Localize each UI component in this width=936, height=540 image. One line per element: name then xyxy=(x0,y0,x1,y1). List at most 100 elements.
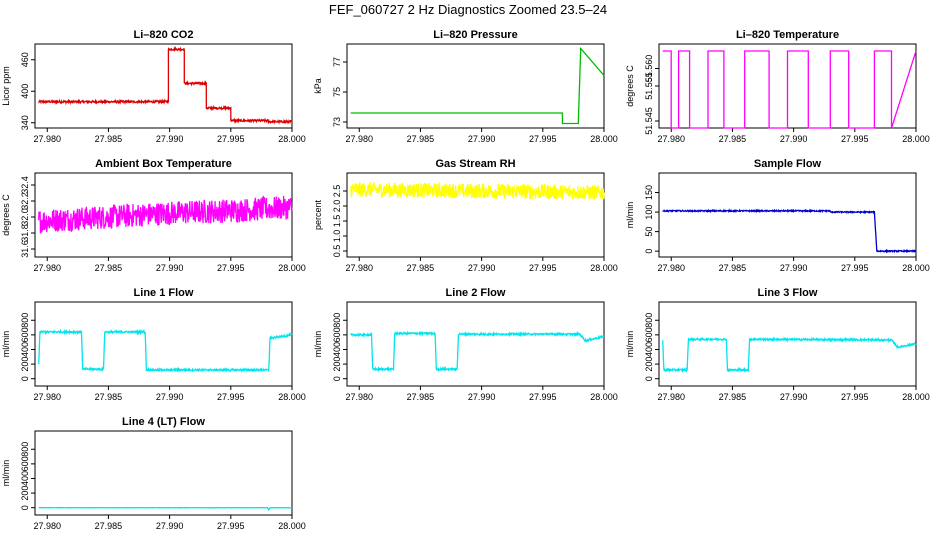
y-tick-label: 51.545 xyxy=(644,107,654,135)
y-tick-label: 31.6 xyxy=(20,240,30,258)
x-tick-label: 27.995 xyxy=(841,392,869,402)
y-tick-label: 1.0 xyxy=(332,230,342,243)
x-tick-label: 27.995 xyxy=(529,392,557,402)
chart-title: Li–820 Pressure xyxy=(433,29,517,41)
y-tick-label: 400 xyxy=(20,471,30,486)
y-axis-label: ml/min xyxy=(1,460,11,487)
x-tick-label: 27.985 xyxy=(95,521,123,531)
y-tick-label: 400 xyxy=(332,342,342,357)
y-tick-label: 800 xyxy=(20,313,30,328)
y-tick-label: 51.555 xyxy=(644,72,654,100)
series-line xyxy=(662,208,917,254)
x-tick-label: 27.980 xyxy=(345,134,373,144)
y-tick-label: 32.2 xyxy=(20,192,30,210)
y-tick-label: 200 xyxy=(332,357,342,372)
plot-frame xyxy=(346,172,605,258)
x-tick-label: 27.995 xyxy=(217,263,245,273)
y-tick-label: 600 xyxy=(644,327,654,342)
x-tick-label: 27.995 xyxy=(529,134,557,144)
y-tick-label: 2.5 xyxy=(332,185,342,198)
series-line xyxy=(350,46,605,125)
y-axis-label: degrees C xyxy=(625,65,635,107)
y-tick-label: 600 xyxy=(332,327,342,342)
x-tick-label: 27.980 xyxy=(33,521,61,531)
plot-frame xyxy=(658,301,917,387)
y-axis-label: kPa xyxy=(313,78,323,94)
y-axis-label: percent xyxy=(313,199,323,230)
x-tick-label: 27.995 xyxy=(841,134,869,144)
x-tick-label: 27.985 xyxy=(407,134,435,144)
x-tick-label: 27.995 xyxy=(217,392,245,402)
x-tick-label: 28.000 xyxy=(590,263,618,273)
chart-title: Ambient Box Temperature xyxy=(95,158,232,170)
x-tick-label: 27.985 xyxy=(719,392,747,402)
y-tick-label: 150 xyxy=(644,185,654,200)
x-tick-label: 27.990 xyxy=(780,263,808,273)
x-tick-label: 27.985 xyxy=(719,134,747,144)
y-tick-label: 0 xyxy=(20,505,30,510)
chart-title: Gas Stream RH xyxy=(435,158,515,170)
y-tick-label: 51.560 xyxy=(644,55,654,83)
x-tick-label: 27.980 xyxy=(657,263,685,273)
y-tick-label: 400 xyxy=(20,342,30,357)
y-tick-label: 73 xyxy=(332,117,342,127)
x-tick-label: 27.990 xyxy=(156,263,184,273)
plot-frame xyxy=(34,301,293,387)
chart-1: Li–820 CO2 Licor ppm 27.980 27.985 27.990 27.… xyxy=(1,29,306,144)
plot-frame xyxy=(34,43,293,129)
y-tick-label: 0 xyxy=(644,376,654,381)
page-title: FEF_060727 2 Hz Diagnostics Zoomed 23.5–… xyxy=(328,2,608,17)
x-tick-label: 28.000 xyxy=(278,392,306,402)
chart-8: Line 2 Flow ml/min 27.980 27.985 27.990 27.99… xyxy=(313,287,618,402)
y-tick-label: 0 xyxy=(644,249,654,254)
y-tick-label: 400 xyxy=(644,342,654,357)
x-tick-label: 28.000 xyxy=(902,134,930,144)
y-tick-label: 800 xyxy=(644,313,654,328)
x-tick-label: 27.985 xyxy=(407,392,435,402)
chart-title: Li–820 Temperature xyxy=(736,29,839,41)
chart-title: Line 4 (LT) Flow xyxy=(122,416,205,428)
y-tick-label: 31.8 xyxy=(20,224,30,242)
x-tick-label: 27.995 xyxy=(529,263,557,273)
series-line xyxy=(662,336,917,374)
y-tick-label: 1.5 xyxy=(332,215,342,228)
y-tick-label: 0 xyxy=(332,376,342,381)
x-tick-label: 27.985 xyxy=(407,263,435,273)
x-tick-label: 27.995 xyxy=(217,521,245,531)
chart-5: Gas Stream RH percent 27.980 27.985 27.990 27… xyxy=(313,158,618,273)
y-axis-label: Licor ppm xyxy=(1,66,11,106)
series-line xyxy=(38,328,293,374)
y-axis-label: ml/min xyxy=(313,331,323,358)
chart-9: Line 3 Flow ml/min 27.980 27.985 27.990 27.99… xyxy=(625,287,930,402)
x-tick-label: 27.985 xyxy=(95,263,123,273)
x-tick-label: 27.980 xyxy=(33,263,61,273)
y-tick-label: 600 xyxy=(20,456,30,471)
series-line xyxy=(350,330,605,373)
x-tick-label: 28.000 xyxy=(278,521,306,531)
x-tick-label: 27.995 xyxy=(841,263,869,273)
y-tick-label: 32.0 xyxy=(20,208,30,226)
x-tick-label: 28.000 xyxy=(278,263,306,273)
x-tick-label: 28.000 xyxy=(590,392,618,402)
y-tick-label: 200 xyxy=(20,486,30,501)
chart-title: Line 3 Flow xyxy=(758,287,818,299)
chart-title: Sample Flow xyxy=(754,158,822,170)
chart-title: Line 1 Flow xyxy=(134,287,194,299)
y-tick-label: 340 xyxy=(20,115,30,130)
series-line xyxy=(38,194,293,234)
x-tick-label: 27.985 xyxy=(95,392,123,402)
x-tick-label: 27.990 xyxy=(156,134,184,144)
plot-frame xyxy=(346,301,605,387)
x-tick-label: 27.985 xyxy=(95,134,123,144)
plot-frame xyxy=(34,172,293,258)
x-tick-label: 27.990 xyxy=(156,392,184,402)
y-tick-label: 75 xyxy=(332,87,342,97)
x-tick-label: 28.000 xyxy=(902,263,930,273)
y-axis-label: ml/min xyxy=(625,202,635,229)
y-tick-label: 0.5 xyxy=(332,245,342,258)
chart-10: Line 4 (LT) Flow ml/min 27.980 27.985 27.990… xyxy=(1,416,306,531)
x-tick-label: 27.980 xyxy=(345,392,373,402)
y-tick-label: 50 xyxy=(644,227,654,237)
x-tick-label: 27.990 xyxy=(156,521,184,531)
